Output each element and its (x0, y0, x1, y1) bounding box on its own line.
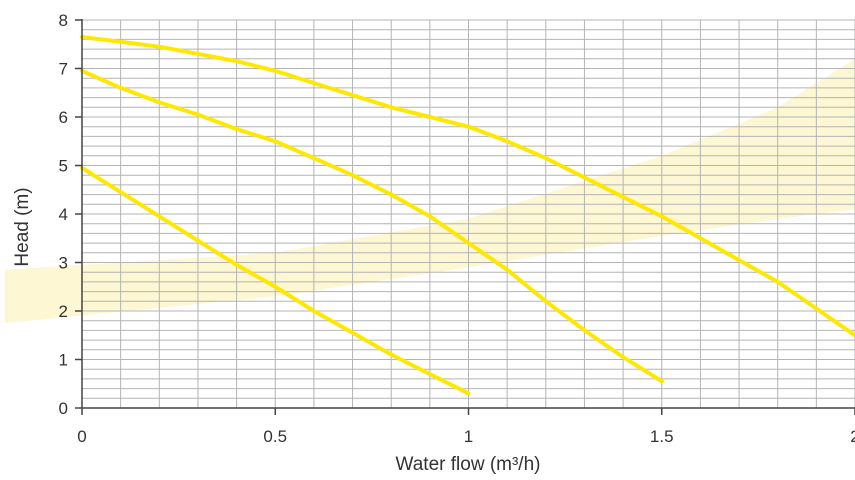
x-tick-label: 0.5 (263, 427, 287, 446)
y-tick-label: 2 (59, 302, 68, 321)
series-group (80, 35, 855, 396)
x-tick-label: 0 (77, 427, 86, 446)
y-tick-label: 7 (59, 60, 68, 79)
tick-labels: 0 1 2 3 4 5 6 7 8 0 0.5 1 1.5 2 (59, 11, 855, 446)
x-tick-label: 1 (464, 427, 473, 446)
series-3-line (80, 35, 855, 338)
operating-band-area (4, 58, 855, 324)
operating-band (4, 58, 855, 324)
x-tick-label: 2 (850, 427, 855, 446)
series-1-line (80, 165, 471, 396)
x-tick-label: 1.5 (650, 427, 674, 446)
y-tick-label: 5 (59, 157, 68, 176)
x-axis-label: Water flow (m³/h) (396, 454, 541, 475)
series-2-line (80, 68, 664, 384)
y-tick-label: 6 (59, 108, 68, 127)
y-tick-label: 0 (59, 399, 68, 418)
y-axis-label: Head (m) (12, 187, 33, 266)
y-tick-label: 4 (59, 205, 68, 224)
y-tick-label: 1 (59, 351, 68, 370)
axes (75, 19, 855, 415)
grid (82, 19, 855, 408)
y-tick-label: 8 (59, 11, 68, 30)
y-tick-label: 3 (59, 254, 68, 273)
